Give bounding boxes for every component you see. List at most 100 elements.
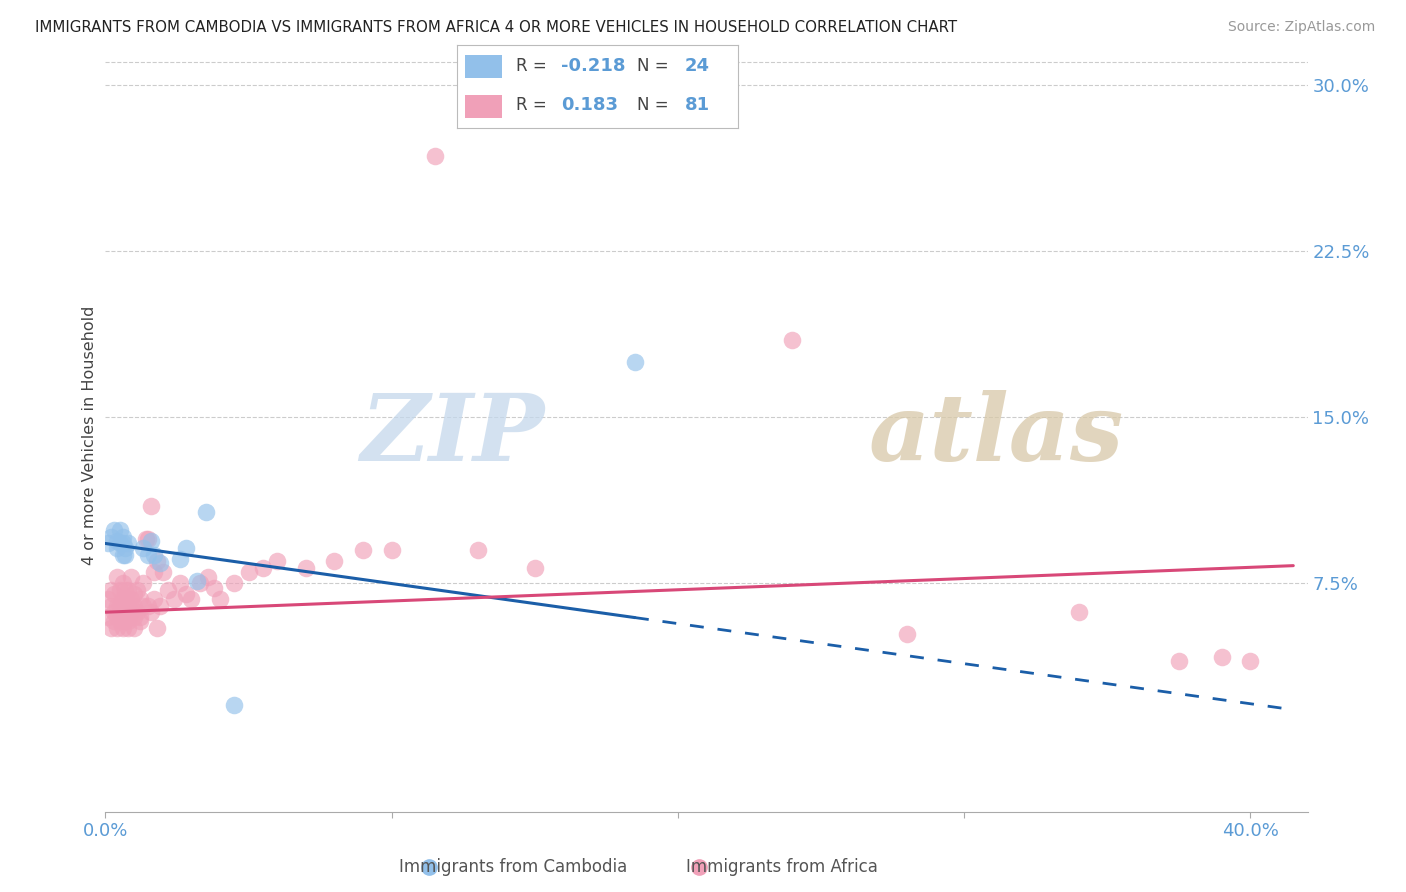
Point	[122, 609, 145, 624]
Point	[120, 591, 142, 606]
Point	[117, 582, 139, 597]
Point	[120, 570, 142, 584]
Point	[141, 534, 163, 549]
Point	[381, 543, 404, 558]
Point	[128, 614, 150, 628]
Point	[188, 576, 211, 591]
Bar	[465, 95, 502, 118]
Text: 0.183: 0.183	[561, 96, 619, 114]
Point	[149, 599, 172, 613]
Point	[111, 621, 134, 635]
Point	[111, 576, 134, 591]
Point	[100, 599, 122, 613]
Point	[782, 333, 804, 347]
Point	[146, 554, 169, 568]
Point	[105, 621, 128, 635]
Point	[131, 599, 153, 613]
Point	[117, 536, 139, 550]
Point	[146, 621, 169, 635]
Point	[103, 587, 125, 601]
Point	[174, 541, 197, 555]
Point	[114, 541, 136, 555]
Point	[152, 566, 174, 580]
Point	[149, 557, 172, 571]
Point	[111, 530, 134, 544]
Point	[97, 609, 120, 624]
Point	[141, 605, 163, 619]
Point	[117, 621, 139, 635]
Point	[266, 554, 288, 568]
Point	[1067, 605, 1090, 619]
Point	[143, 566, 166, 580]
Text: IMMIGRANTS FROM CAMBODIA VS IMMIGRANTS FROM AFRICA 4 OR MORE VEHICLES IN HOUSEHO: IMMIGRANTS FROM CAMBODIA VS IMMIGRANTS F…	[35, 20, 957, 35]
Point	[105, 609, 128, 624]
Point	[111, 548, 134, 562]
Point	[108, 582, 131, 597]
Point	[120, 605, 142, 619]
Point	[111, 609, 134, 624]
Point	[108, 599, 131, 613]
Point	[323, 554, 346, 568]
Point	[197, 570, 219, 584]
Point	[169, 552, 191, 566]
Point	[117, 599, 139, 613]
Point	[1167, 654, 1189, 668]
Text: 24: 24	[685, 57, 710, 75]
Point	[105, 599, 128, 613]
Point	[202, 581, 225, 595]
Point	[138, 548, 160, 562]
Point	[238, 566, 260, 580]
Text: R =: R =	[516, 57, 547, 75]
Point	[194, 505, 217, 519]
Point	[143, 548, 166, 562]
Point	[138, 532, 160, 546]
Point	[208, 591, 231, 606]
Text: Immigrants from Cambodia: Immigrants from Cambodia	[399, 858, 627, 876]
Text: N =: N =	[637, 57, 668, 75]
Text: atlas: atlas	[869, 390, 1123, 480]
Point	[135, 532, 157, 546]
Point	[105, 534, 128, 549]
Point	[122, 599, 145, 613]
Point	[624, 354, 647, 368]
Point	[122, 587, 145, 601]
Point	[138, 599, 160, 613]
Point	[111, 599, 134, 613]
Point	[103, 614, 125, 628]
Point	[114, 614, 136, 628]
Point	[125, 605, 148, 619]
Point	[467, 543, 489, 558]
Point	[103, 523, 125, 537]
Point	[117, 609, 139, 624]
Point	[111, 536, 134, 550]
Text: N =: N =	[637, 96, 668, 114]
Text: 81: 81	[685, 96, 710, 114]
Point	[108, 536, 131, 550]
Point	[100, 582, 122, 597]
Point	[180, 591, 202, 606]
Point	[108, 614, 131, 628]
Point	[108, 523, 131, 537]
Point	[111, 591, 134, 606]
Text: ZIP: ZIP	[360, 390, 544, 480]
Point	[128, 609, 150, 624]
Point	[295, 561, 318, 575]
Point	[163, 591, 186, 606]
Point	[352, 543, 374, 558]
Point	[103, 605, 125, 619]
Point	[97, 591, 120, 606]
Point	[114, 582, 136, 597]
Point	[131, 541, 153, 555]
Point	[97, 536, 120, 550]
Point	[1211, 649, 1233, 664]
Point	[174, 587, 197, 601]
Point	[523, 561, 546, 575]
Point	[105, 570, 128, 584]
Point	[423, 148, 446, 162]
Point	[143, 591, 166, 606]
Point	[100, 530, 122, 544]
Point	[114, 591, 136, 606]
Point	[128, 591, 150, 606]
Point	[896, 627, 918, 641]
Point	[125, 582, 148, 597]
